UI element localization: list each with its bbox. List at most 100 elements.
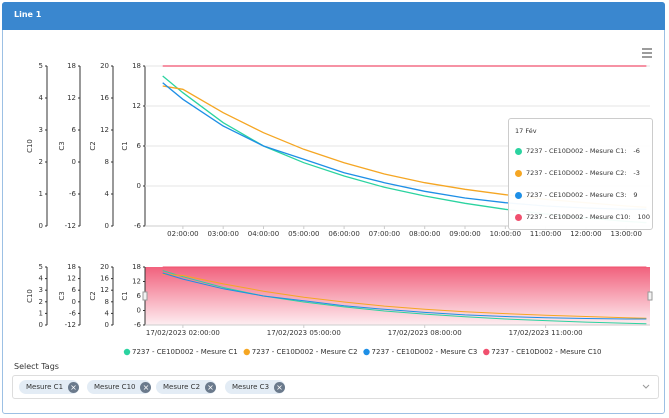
y-tick-label: 16 bbox=[100, 275, 109, 283]
tooltip-label: 7237 - CE10D002 - Mesure C2: bbox=[526, 169, 627, 177]
y-tick-label: 1 bbox=[39, 190, 43, 198]
y-tick-label: 0 bbox=[39, 321, 43, 329]
y-axis-title: C2 bbox=[89, 291, 97, 300]
x-tick-label: 13:00:00 bbox=[610, 230, 641, 238]
y-tick-label: -6 bbox=[134, 321, 142, 329]
y-tick-label: 2 bbox=[39, 158, 43, 166]
y-tick-label: 3 bbox=[39, 286, 43, 294]
y-tick-label: 12 bbox=[132, 278, 141, 286]
y-tick-label: 6 bbox=[72, 286, 77, 294]
tooltip-label: 7237 - CE10D002 - Mesure C1: bbox=[526, 147, 627, 155]
tooltip-value: -3 bbox=[633, 169, 640, 177]
y-tick-label: 12 bbox=[132, 102, 141, 110]
x-tick-label: 03:00:00 bbox=[207, 230, 238, 238]
navigator-area bbox=[145, 267, 650, 325]
y-tick-label: 18 bbox=[67, 263, 76, 271]
y-tick-label: 4 bbox=[39, 275, 44, 283]
menu-icon[interactable] bbox=[642, 48, 652, 58]
tooltip-value: -6 bbox=[633, 147, 640, 155]
legend-marker bbox=[363, 348, 370, 356]
y-tick-label: 1 bbox=[39, 309, 43, 317]
panel-header: Line 1 bbox=[2, 2, 665, 30]
tag-label: Mesure C10 bbox=[94, 383, 136, 391]
tooltip-row: 7237 - CE10D002 - Mesure C1: -6 bbox=[515, 147, 640, 155]
y-tick-label: 12 bbox=[100, 126, 109, 134]
tag-label: Mesure C3 bbox=[232, 383, 270, 391]
y-tick-label: 6 bbox=[137, 142, 142, 150]
tooltip-marker bbox=[515, 147, 522, 155]
tag-chip: Mesure C10 × bbox=[87, 380, 152, 394]
legend-marker bbox=[123, 348, 131, 356]
y-tick-label: 16 bbox=[100, 94, 109, 102]
tooltip-title: 17 Fév bbox=[515, 127, 537, 135]
x-tick-label: 07:00:00 bbox=[369, 230, 400, 238]
y-tick-label: 20 bbox=[100, 62, 109, 70]
y-axis-title: C3 bbox=[58, 141, 66, 150]
y-tick-label: 20 bbox=[100, 263, 109, 271]
y-tick-label: 0 bbox=[105, 222, 109, 230]
y-tick-label: 0 bbox=[39, 222, 43, 230]
tag-chip: Mesure C3 × bbox=[225, 380, 286, 394]
legend-label[interactable]: 7237 - CE10D002 - Mesure C1 bbox=[132, 348, 238, 356]
series-line bbox=[162, 273, 647, 319]
tag-label: Mesure C1 bbox=[26, 383, 64, 391]
navigator-handle[interactable] bbox=[647, 291, 653, 301]
tag-remove[interactable]: × bbox=[68, 381, 80, 393]
tag-label: Mesure C2 bbox=[163, 383, 201, 391]
tag-remove[interactable]: × bbox=[205, 381, 217, 393]
legend-marker bbox=[483, 348, 490, 356]
legend-label[interactable]: 7237 - CE10D002 - Mesure C3 bbox=[372, 348, 478, 356]
x-tick-label: 04:00:00 bbox=[248, 230, 279, 238]
y-tick-label: 18 bbox=[67, 62, 76, 70]
y-tick-label: 5 bbox=[39, 62, 43, 70]
y-tick-label: 6 bbox=[137, 292, 142, 300]
y-tick-label: -6 bbox=[69, 190, 77, 198]
tooltip-value: 100 bbox=[637, 213, 650, 221]
select-tags-label: Select Tags bbox=[14, 362, 59, 371]
x-tick-label: 12:00:00 bbox=[570, 230, 601, 238]
tooltip-row: 7237 - CE10D002 - Mesure C3: 9 bbox=[515, 191, 638, 199]
legend-label[interactable]: 7237 - CE10D002 - Mesure C2 bbox=[252, 348, 358, 356]
y-tick-label: 3 bbox=[39, 126, 43, 134]
x-tick-label: 02:00:00 bbox=[167, 230, 198, 238]
y-axis-title: C1 bbox=[121, 291, 129, 300]
y-tick-label: -12 bbox=[65, 321, 76, 329]
series-line bbox=[162, 272, 647, 320]
navigator-handle[interactable] bbox=[142, 291, 148, 301]
y-tick-label: 2 bbox=[39, 298, 43, 306]
y-tick-label: 8 bbox=[105, 298, 109, 306]
legend-marker bbox=[243, 348, 250, 356]
tag-chip: Mesure C2 × bbox=[156, 380, 217, 394]
y-tick-label: 4 bbox=[105, 309, 110, 317]
y-axis-title: C2 bbox=[89, 141, 97, 150]
tooltip-marker bbox=[515, 213, 522, 221]
tooltip-row: 7237 - CE10D002 - Mesure C10: 100 bbox=[515, 213, 650, 221]
x-tick-label: 08:00:00 bbox=[409, 230, 440, 238]
tag-remove[interactable]: × bbox=[140, 381, 152, 393]
x-tick-label: 17/02/2023 02:00:00 bbox=[146, 329, 220, 337]
tag-chip: Mesure C1 × bbox=[19, 380, 80, 394]
y-tick-label: 5 bbox=[39, 263, 43, 271]
y-tick-label: -6 bbox=[134, 222, 142, 230]
tooltip-value: 9 bbox=[633, 191, 638, 199]
y-tick-label: -6 bbox=[69, 309, 77, 317]
tag-remove[interactable]: × bbox=[274, 381, 286, 393]
y-axis-title: C10 bbox=[26, 139, 34, 153]
select-tags[interactable]: Mesure C1 × Mesure C10 × Mesure C2 × Mesure C3… bbox=[12, 375, 659, 399]
tooltip-row: 7237 - CE10D002 - Mesure C2: -3 bbox=[515, 169, 640, 177]
y-tick-label: 4 bbox=[39, 94, 44, 102]
x-tick-label: 10:00:00 bbox=[490, 230, 521, 238]
panel-title: Line 1 bbox=[14, 10, 42, 19]
y-tick-label: 4 bbox=[105, 190, 110, 198]
legend-label[interactable]: 7237 - CE10D002 - Mesure C10 bbox=[491, 348, 601, 356]
x-tick-label: 17/02/2023 11:00:00 bbox=[509, 329, 583, 337]
y-tick-label: 0 bbox=[105, 321, 109, 329]
y-tick-label: 12 bbox=[67, 94, 76, 102]
tooltip-label: 7237 - CE10D002 - Mesure C3: bbox=[526, 191, 627, 199]
y-axis-title: C1 bbox=[121, 141, 129, 150]
y-tick-label: 0 bbox=[137, 182, 141, 190]
x-tick-label: 17/02/2023 05:00:00 bbox=[267, 329, 341, 337]
dropdown-arrow[interactable] bbox=[642, 383, 650, 391]
x-tick-label: 17/02/2023 08:00:00 bbox=[388, 329, 462, 337]
